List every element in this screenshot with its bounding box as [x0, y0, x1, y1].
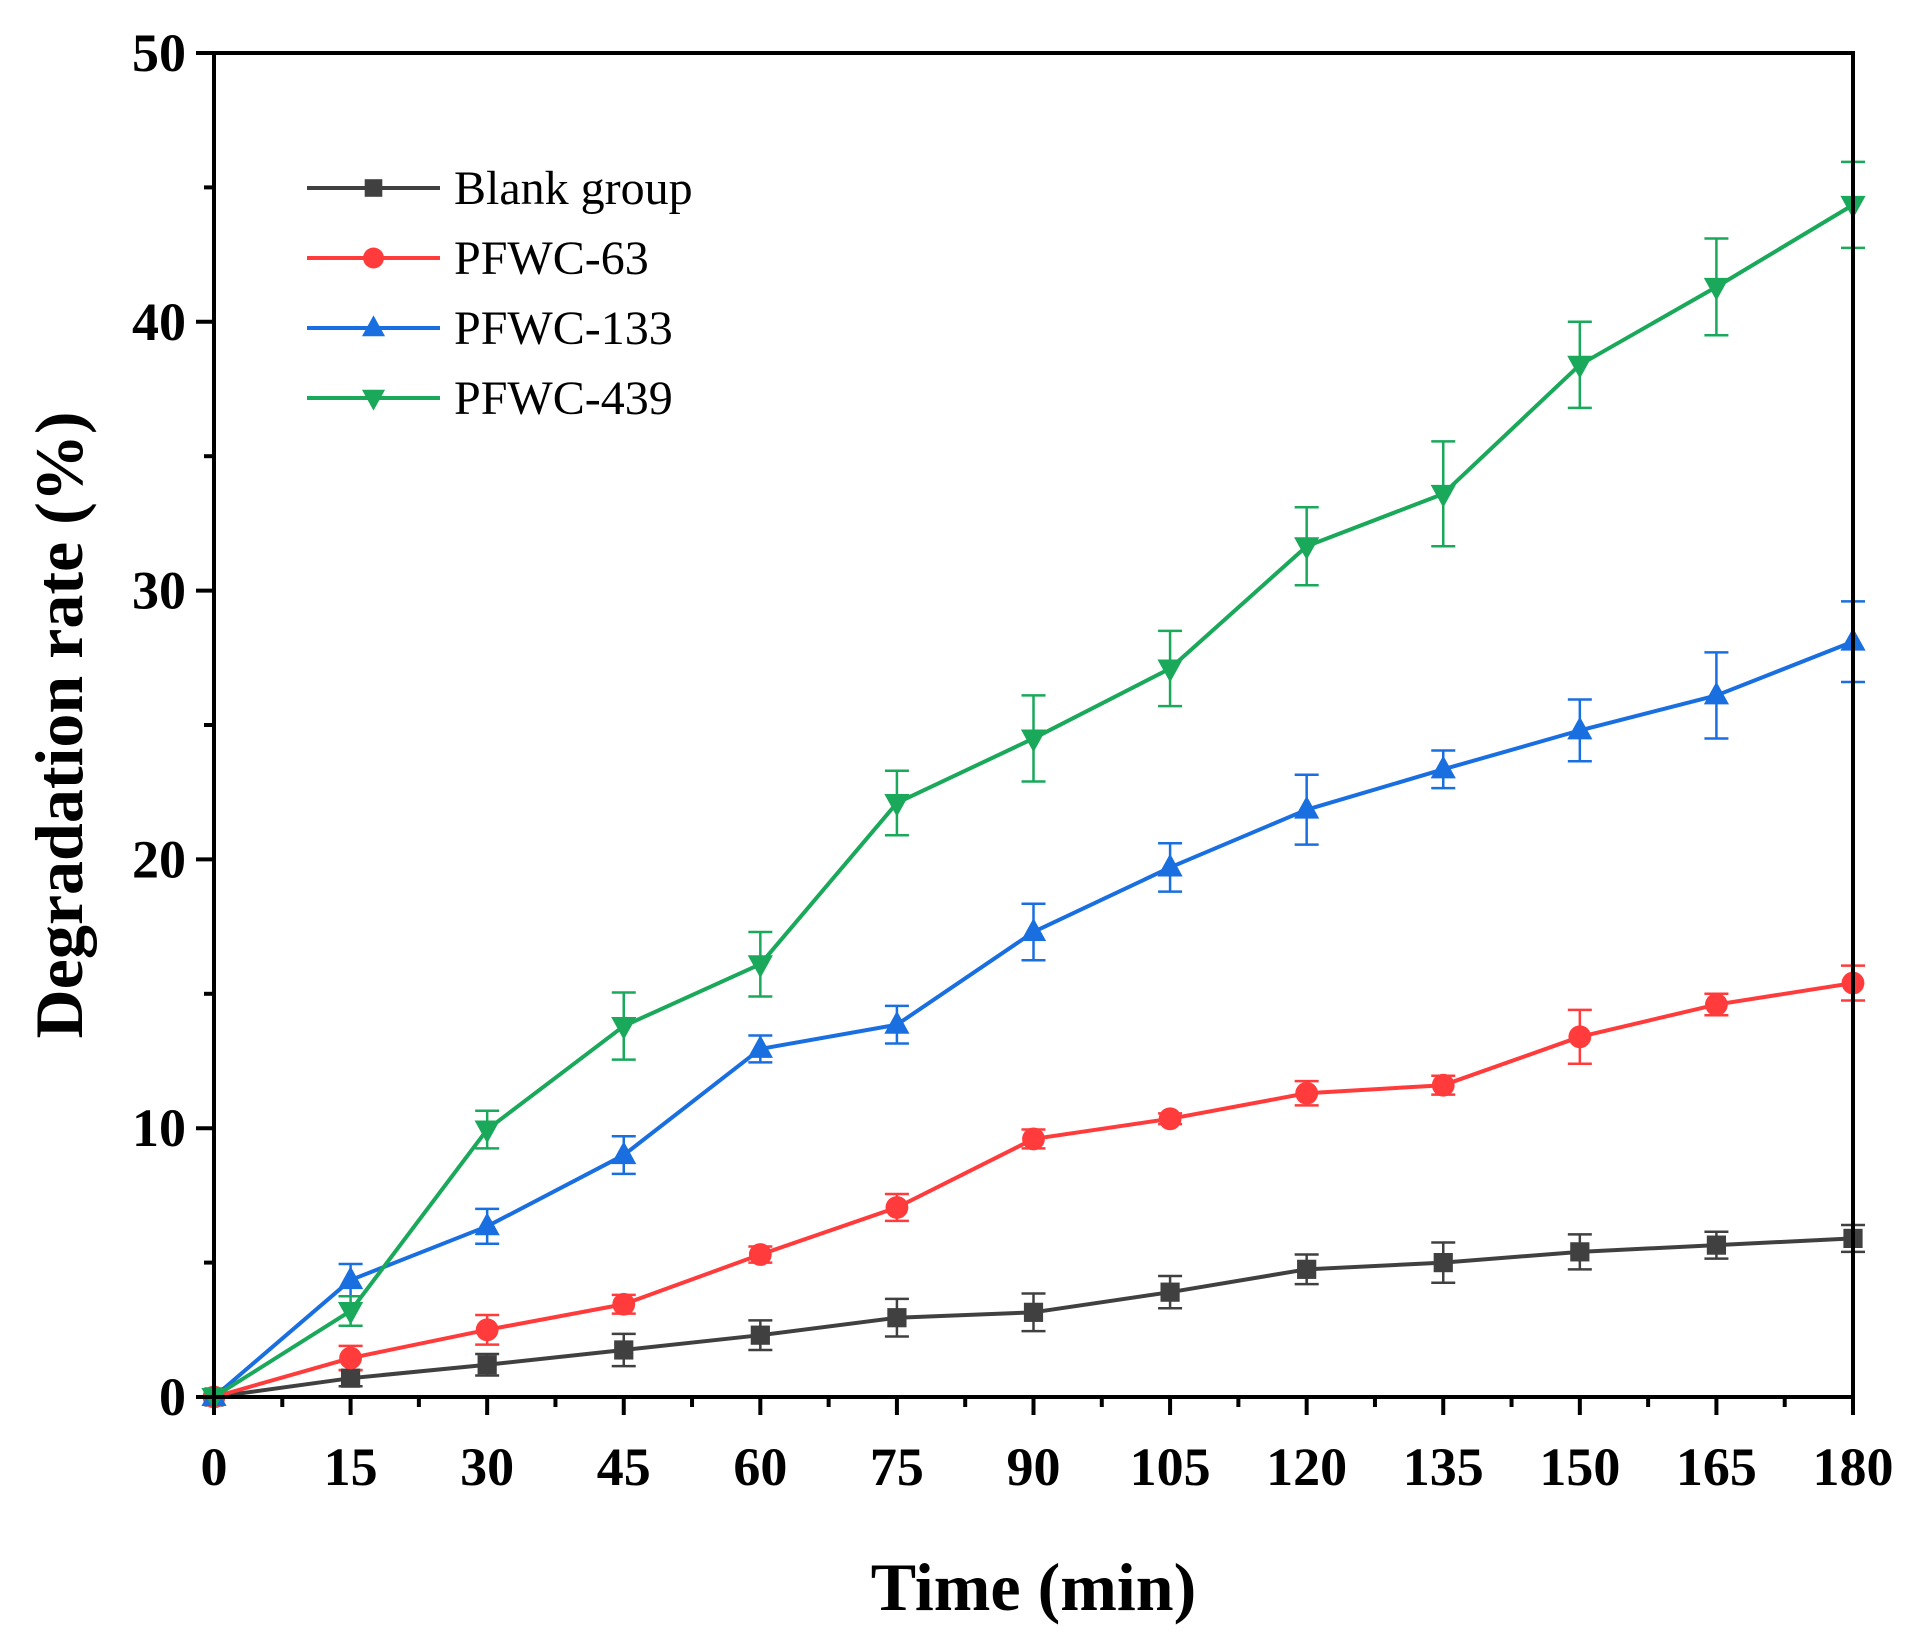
- legend-item: PFWC-133: [307, 302, 673, 355]
- data-point: [1022, 1127, 1045, 1151]
- x-tick-label: 90: [1007, 1437, 1061, 1497]
- data-point: [1703, 681, 1730, 705]
- data-point: [1295, 1081, 1319, 1105]
- data-point: [1430, 484, 1456, 508]
- y-axis-title: Degradation rate (%): [21, 412, 97, 1039]
- x-tick-label: 150: [1539, 1437, 1620, 1497]
- data-point: [474, 1212, 500, 1236]
- x-tick-label: 15: [324, 1437, 378, 1497]
- data-point: [1294, 795, 1320, 819]
- y-tick-label: 10: [132, 1098, 186, 1158]
- data-point: [1158, 1107, 1182, 1131]
- data-point: [1020, 918, 1047, 941]
- data-point: [339, 1346, 362, 1370]
- data-point: [337, 1301, 364, 1325]
- data-point: [1020, 729, 1047, 753]
- data-point: [747, 955, 773, 979]
- legend-label: PFWC-439: [454, 372, 673, 425]
- data-point: [1160, 1282, 1180, 1302]
- series-line-pfwc-63: [213, 981, 1854, 1399]
- data-point: [611, 1141, 637, 1165]
- legend-item: PFWC-439: [307, 372, 673, 425]
- x-tick-label: 165: [1676, 1437, 1757, 1497]
- data-point: [1430, 755, 1456, 779]
- legend-marker: [361, 389, 386, 411]
- legend-marker: [361, 315, 386, 337]
- legend-marker: [363, 247, 384, 269]
- legend: Blank group PFWC-63 PFWC-133 PFWC-439: [307, 162, 693, 425]
- data-point: [340, 1368, 361, 1388]
- x-tick-label: 45: [597, 1437, 651, 1497]
- data-point: [747, 1035, 773, 1058]
- legend-label: PFWC-133: [454, 302, 673, 355]
- data-point: [1567, 716, 1593, 740]
- data-point: [748, 1243, 772, 1266]
- y-tick-label: 20: [132, 829, 186, 889]
- legend-label: Blank group: [454, 162, 693, 215]
- data-point: [337, 1266, 364, 1290]
- data-point: [611, 1017, 637, 1040]
- data-point: [1706, 1235, 1727, 1255]
- data-point: [1294, 537, 1320, 561]
- data-point: [1568, 1025, 1592, 1049]
- y-tick-label: 50: [132, 23, 186, 83]
- x-tick-label: 60: [733, 1437, 787, 1497]
- data-point: [884, 793, 910, 817]
- x-tick-label: 0: [201, 1437, 228, 1497]
- data-point: [1157, 853, 1183, 877]
- data-point: [887, 1308, 907, 1328]
- x-tick-label: 180: [1813, 1437, 1894, 1497]
- y-tick-label: 0: [159, 1367, 186, 1427]
- data-point: [1431, 1073, 1455, 1097]
- y-tick-label: 30: [132, 561, 186, 621]
- legend-item: Blank group: [307, 162, 693, 215]
- x-axis-title: Time (min): [871, 1549, 1197, 1625]
- x-tick-label: 135: [1403, 1437, 1484, 1497]
- data-point: [1023, 1302, 1044, 1322]
- series-markers: [201, 195, 1866, 1411]
- data-point: [750, 1325, 770, 1345]
- x-tick-label: 120: [1266, 1437, 1347, 1497]
- data-point: [474, 1120, 500, 1144]
- data-point: [1703, 277, 1730, 301]
- x-tick-label: 30: [460, 1437, 514, 1497]
- data-point: [884, 1010, 910, 1034]
- legend-marker: [364, 179, 383, 197]
- legend-label: PFWC-63: [454, 232, 649, 285]
- data-point: [614, 1340, 634, 1360]
- y-axis-ticks: 0 10 20 30 40 50: [132, 23, 214, 1427]
- x-tick-label: 75: [870, 1437, 924, 1497]
- data-point: [1570, 1242, 1590, 1262]
- data-point: [612, 1292, 636, 1316]
- data-point: [1567, 355, 1593, 379]
- data-point: [1433, 1253, 1453, 1273]
- x-axis-ticks: 0 15 30 45 60 75 90 105 120 135 150 165 180: [201, 1397, 1894, 1497]
- data-point: [885, 1196, 909, 1219]
- data-point: [1297, 1259, 1317, 1279]
- data-point: [1705, 993, 1728, 1016]
- x-tick-label: 105: [1130, 1437, 1211, 1497]
- data-point: [477, 1355, 497, 1375]
- legend-item: PFWC-63: [307, 232, 649, 285]
- data-point: [475, 1318, 499, 1342]
- y-tick-label: 40: [132, 292, 186, 352]
- data-point: [1157, 659, 1183, 683]
